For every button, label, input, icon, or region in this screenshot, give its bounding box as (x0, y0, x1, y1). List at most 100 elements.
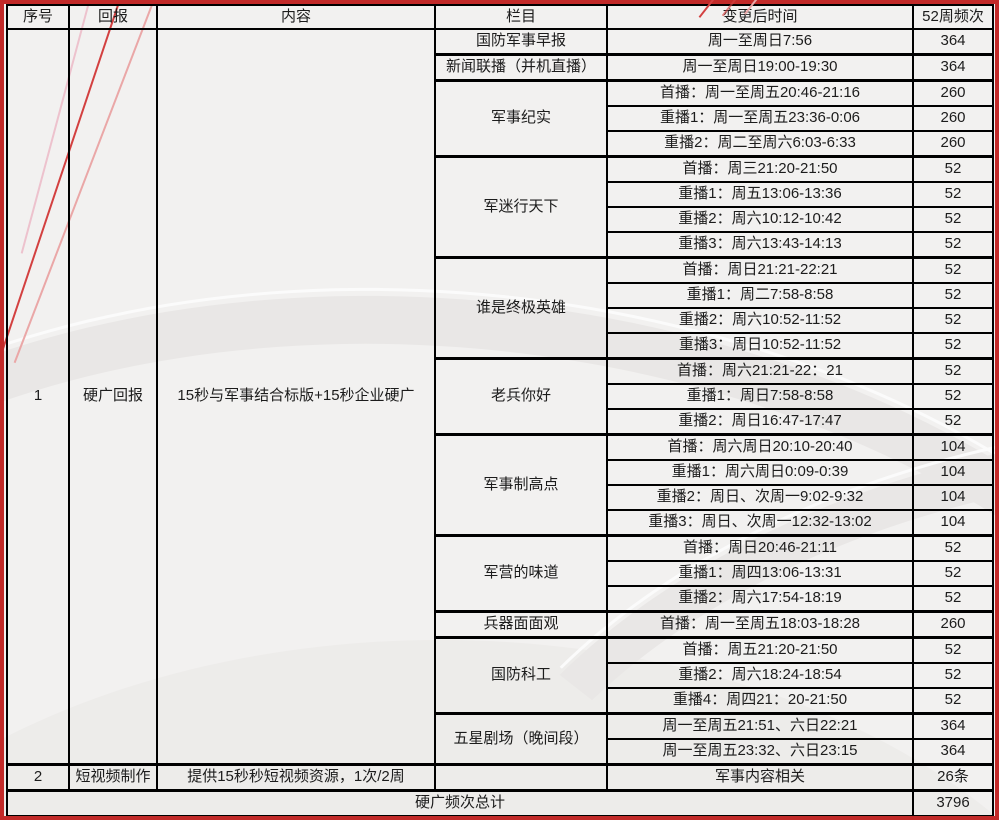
header-program: 栏目 (434, 4, 608, 30)
time-cell: 重播1：周日7:58-8:58 (606, 383, 914, 410)
freq-cell: 52 (912, 256, 994, 284)
time-cell: 重播2：周六10:12-10:42 (606, 206, 914, 233)
time-cell: 首播：周日21:21-22:21 (606, 256, 914, 284)
freq-cell: 52 (912, 636, 994, 664)
freq-cell: 52 (912, 585, 994, 613)
program-name-cell: 国防军事早报 (434, 28, 608, 56)
schedule-row: 重播2：周六10:12-10:42 52 (7, 206, 994, 233)
time-cell: 重播1：周六周日0:09-0:39 (606, 459, 914, 486)
header-changed-time: 变更后时间 (606, 4, 914, 30)
time-cell: 重播1：周四13:06-13:31 (606, 560, 914, 587)
freq-cell: 104 (912, 509, 994, 537)
schedule-row: 新闻联播（并机直播） 周一至周日19:00-19:30 364 (7, 53, 994, 82)
freq-cell: 52 (912, 307, 994, 334)
schedule-table-header: 序号 回报 内容 栏目 变更后时间 52周频次 (6, 4, 994, 30)
program-name-cell: 军迷行天下 (434, 155, 608, 259)
total-value-cell: 3796 (912, 789, 994, 817)
schedule-row: 重播1：周五13:06-13:36 52 (7, 181, 994, 208)
header-row: 序号 回报 内容 栏目 变更后时间 52周频次 (6, 4, 994, 30)
schedule-row: 重播2：周六10:52-11:52 52 (7, 307, 994, 334)
time-cell: 首播：周一至周五18:03-18:28 (606, 610, 914, 639)
header-52week-frequency: 52周频次 (912, 4, 994, 30)
program-name-cell: 老兵你好 (434, 357, 608, 436)
time-cell: 周一至周日7:56 (606, 28, 914, 56)
short-video-row: 2 短视频制作 提供15秒秒短视频资源，1次/2周 军事内容相关 26条 (6, 763, 994, 792)
header-return-type: 回报 (68, 4, 158, 30)
schedule-table-body: 1 硬广回报 15秒与军事结合标版+15秒企业硬广 国防军事早报 周一至周日7:56 36… (6, 28, 994, 766)
schedule-row: 重播1：周一至周五23:36-0:06 260 (7, 105, 994, 132)
schedule-row: 重播1：周六周日0:09-0:39 104 (7, 459, 994, 486)
total-label-cell: 硬广频次总计 (6, 789, 914, 817)
freq-cell: 52 (912, 687, 994, 715)
freq-cell: 104 (912, 433, 994, 461)
time-cell: 重播3：周日10:52-11:52 (606, 332, 914, 360)
schedule-table: 序号 回报 内容 栏目 变更后时间 52周频次 1 硬广回报 15秒与军事结合标版+… (6, 4, 994, 817)
freq-cell: 104 (912, 484, 994, 511)
freq-cell: 260 (912, 105, 994, 132)
freq-cell: 52 (912, 155, 994, 183)
schedule-row: 重播2：周日、次周一9:02-9:32 104 (7, 484, 994, 511)
time-cell: 首播：周一至周五20:46-21:16 (606, 79, 914, 107)
time-cell: 重播2：周六17:54-18:19 (606, 585, 914, 613)
time-cell: 首播：周六21:21-22：21 (606, 357, 914, 385)
time-cell: 周一至周日19:00-19:30 (606, 53, 914, 82)
freq-cell: 52 (912, 231, 994, 259)
time-cell: 重播4：周四21：20-21:50 (606, 687, 914, 715)
freq-cell: 260 (912, 79, 994, 107)
schedule-row: 重播1：周二7:58-8:58 52 (7, 282, 994, 309)
program-name-cell: 谁是终极英雄 (434, 256, 608, 360)
program-name-cell: 国防科工 (434, 636, 608, 715)
program-name-cell: 新闻联播（并机直播） (434, 53, 608, 82)
program-name-cell: 军事制高点 (434, 433, 608, 537)
total-row: 硬广频次总计 3796 (6, 789, 994, 817)
freq-cell: 364 (912, 738, 994, 766)
freq-cell: 52 (912, 282, 994, 309)
row-number-cell: 1 (6, 28, 70, 766)
program-name-cell: 军事纪实 (434, 79, 608, 158)
program-name-cell: 兵器面面观 (434, 610, 608, 639)
time-cell: 首播：周五21:20-21:50 (606, 636, 914, 664)
schedule-row: 军事纪实 首播：周一至周五20:46-21:16 260 (7, 79, 994, 158)
content-cell: 15秒与军事结合标版+15秒企业硬广 (156, 28, 436, 766)
time-cell: 重播1：周二7:58-8:58 (606, 282, 914, 309)
time-cell: 重播2：周二至周六6:03-6:33 (606, 130, 914, 158)
freq-cell: 364 (912, 712, 994, 740)
return-type-cell: 硬广回报 (68, 28, 158, 766)
freq-cell: 364 (912, 53, 994, 82)
schedule-row: 军事制高点 首播：周六周日20:10-20:40 104 (7, 433, 994, 537)
header-serial-number: 序号 (6, 4, 70, 30)
schedule-row: 重播1：周日7:58-8:58 52 (7, 383, 994, 410)
time-cell: 重播2：周日16:47-17:47 (606, 408, 914, 436)
time-cell: 重播3：周六13:43-14:13 (606, 231, 914, 259)
schedule-row: 军迷行天下 首播：周三21:20-21:50 52 (7, 155, 994, 259)
time-cell: 军事内容相关 (606, 763, 914, 792)
schedule-row: 谁是终极英雄 首播：周日21:21-22:21 52 (7, 256, 994, 360)
time-cell: 重播2：周日、次周一9:02-9:32 (606, 484, 914, 511)
schedule-row: 重播1：周四13:06-13:31 52 (7, 560, 994, 587)
freq-cell: 260 (912, 130, 994, 158)
freq-cell: 52 (912, 408, 994, 436)
schedule-table-tail: 2 短视频制作 提供15秒秒短视频资源，1次/2周 军事内容相关 26条 硬广频… (6, 763, 994, 817)
time-cell: 首播：周六周日20:10-20:40 (606, 433, 914, 461)
time-cell: 重播3：周日、次周一12:32-13:02 (606, 509, 914, 537)
time-cell: 周一至周五21:51、六日22:21 (606, 712, 914, 740)
time-cell: 重播2：周六18:24-18:54 (606, 662, 914, 689)
time-cell: 周一至周五23:32、六日23:15 (606, 738, 914, 766)
time-cell: 重播1：周五13:06-13:36 (606, 181, 914, 208)
schedule-row: 重播2：周二至周六6:03-6:33 260 (7, 130, 994, 158)
return-type-cell: 短视频制作 (68, 763, 158, 792)
content-cell: 提供15秒秒短视频资源，1次/2周 (156, 763, 436, 792)
freq-cell: 52 (912, 357, 994, 385)
freq-cell: 52 (912, 332, 994, 360)
schedule-row: 1 硬广回报 15秒与军事结合标版+15秒企业硬广 国防军事早报 周一至周日7:56 36… (6, 28, 994, 766)
time-cell: 首播：周日20:46-21:11 (606, 534, 914, 562)
time-cell: 重播1：周一至周五23:36-0:06 (606, 105, 914, 132)
program-name-cell: 军营的味道 (434, 534, 608, 613)
schedule-row: 兵器面面观 首播：周一至周五18:03-18:28 260 (7, 610, 994, 639)
freq-cell: 52 (912, 534, 994, 562)
schedule-row: 重播2：周日16:47-17:47 52 (7, 408, 994, 436)
freq-cell: 52 (912, 206, 994, 233)
freq-cell: 104 (912, 459, 994, 486)
freq-cell: 364 (912, 28, 994, 56)
freq-cell: 52 (912, 662, 994, 689)
